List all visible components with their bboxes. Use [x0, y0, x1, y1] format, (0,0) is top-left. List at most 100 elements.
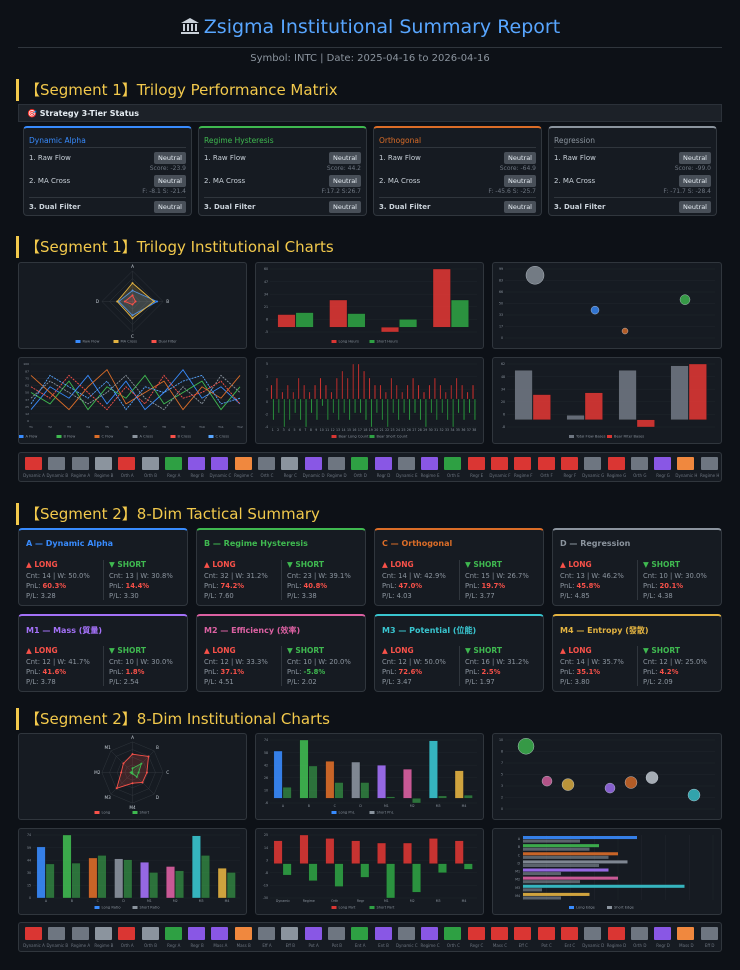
color-chip [654, 927, 672, 940]
pnl-value: 45.8% [576, 582, 601, 590]
y-tick-label: 3 [501, 784, 503, 788]
bar [319, 377, 322, 400]
color-chip-legend-1: Dynamic A Dynamic B Regime A Regime B Orth A… [18, 452, 722, 482]
color-chip-label: Dynamic A [23, 943, 45, 948]
radar-point [115, 787, 118, 790]
bar [282, 787, 292, 799]
x-tick-label: M3 [436, 804, 441, 808]
radar-spoke [132, 750, 155, 773]
bar [308, 765, 318, 799]
bar [282, 863, 292, 876]
y-tick-label: 0 [29, 896, 31, 900]
bar [346, 377, 349, 400]
tier-row-label: 2. MA Cross [29, 177, 71, 185]
scatter-point [679, 294, 691, 305]
bar [434, 377, 436, 400]
color-chip-label: Orth B [144, 473, 157, 478]
header-divider [18, 47, 722, 48]
legend-label: MA Cross [121, 340, 138, 344]
strategy-status-strip: 🎯 Strategy 3-Tier Status [18, 104, 722, 122]
radar-axis-label: M2 [94, 770, 101, 775]
x-tick-label: 19 [369, 428, 373, 432]
radar-axis-label: C [166, 770, 169, 775]
color-chip [537, 457, 555, 470]
bar [412, 798, 421, 804]
short-heading: ▼ SHORT [465, 560, 502, 569]
color-chip-label: Ent A [354, 943, 366, 948]
x-tick-label: Regr [357, 899, 365, 903]
tier-divider [554, 147, 711, 148]
bar [347, 313, 366, 328]
bar [337, 398, 340, 421]
legend-swatch [19, 435, 24, 438]
bar [71, 862, 81, 899]
bar [368, 377, 371, 400]
y-tick-label: M4 [515, 894, 520, 898]
color-chip-label: Dynamic G [582, 473, 605, 478]
bar [414, 398, 416, 414]
scatter-point [525, 266, 545, 285]
bar [351, 840, 361, 864]
radar-axis-label: A [131, 264, 134, 269]
color-chip-legend-2: Dynamic A Dynamic B Regime A Regime B Orth A… [18, 922, 722, 952]
color-chip [397, 927, 415, 940]
color-chip [188, 927, 206, 940]
bar [294, 398, 296, 414]
legend-swatch [94, 435, 100, 438]
y-tick-label: 58 [264, 751, 268, 755]
legend-label: Short Edge [614, 906, 635, 910]
y-tick-label: -4 [265, 425, 268, 429]
short-pnl: PnL: 4.2% [643, 668, 721, 676]
x-tick-label: 21 [380, 428, 384, 432]
y-tick-label: A [518, 837, 521, 841]
color-chip [281, 927, 299, 940]
color-chip-label: Regime D [606, 943, 627, 948]
bar [329, 299, 348, 328]
bar [299, 834, 309, 864]
color-chip-label: Mass A [213, 943, 228, 948]
bar [292, 391, 295, 400]
bar [688, 363, 707, 420]
legend-swatch [132, 906, 138, 909]
color-chip [514, 927, 532, 940]
radar-point [116, 300, 119, 303]
y-tick-label: 75 [25, 376, 29, 380]
legend-swatch [569, 435, 574, 438]
long-heading: ▲ LONG [204, 646, 236, 655]
legend-swatch [113, 340, 119, 343]
x-tick-label: 5 [293, 428, 295, 432]
bar [287, 384, 289, 400]
long-pnl: PnL: 45.8% [560, 582, 638, 590]
radar-point [131, 294, 134, 297]
x-tick-label: 29 [423, 428, 427, 432]
side-divider [459, 646, 460, 686]
bar [463, 863, 473, 870]
long-count-win: Cnt: 32 | W: 31.2% [204, 572, 268, 580]
color-chip-label: Eff D [704, 943, 715, 948]
y-tick-label: M1 [515, 870, 520, 874]
color-chip [584, 457, 602, 470]
bar [276, 377, 278, 400]
color-chip [514, 457, 532, 470]
long-pl-ratio: P/L: 3.47 [382, 678, 412, 686]
tier-name: Dynamic Alpha [29, 136, 86, 145]
bar [532, 394, 551, 420]
bar [273, 840, 283, 864]
legend-label: A Flow [26, 435, 38, 439]
pnl-label: PnL: [287, 668, 304, 676]
long-side: ▲ LONG Cnt: 14 | W: 42.9% PnL: 47.0% P/L… [382, 560, 460, 602]
y-tick-label: 59 [27, 846, 31, 850]
radar-axis-label: B [166, 299, 169, 304]
scatter-point [645, 771, 659, 784]
color-chip [304, 457, 322, 470]
bar [466, 391, 469, 400]
color-chip [234, 457, 252, 470]
y-tick-label: 44 [27, 858, 31, 862]
pnl-value: 40.8% [303, 582, 328, 590]
hbar [523, 863, 599, 867]
x-tick-label: C [97, 899, 100, 903]
side-divider [103, 646, 104, 686]
tier-divider [554, 197, 711, 198]
color-chip [560, 457, 578, 470]
x-tick-label: M2 [410, 899, 415, 903]
